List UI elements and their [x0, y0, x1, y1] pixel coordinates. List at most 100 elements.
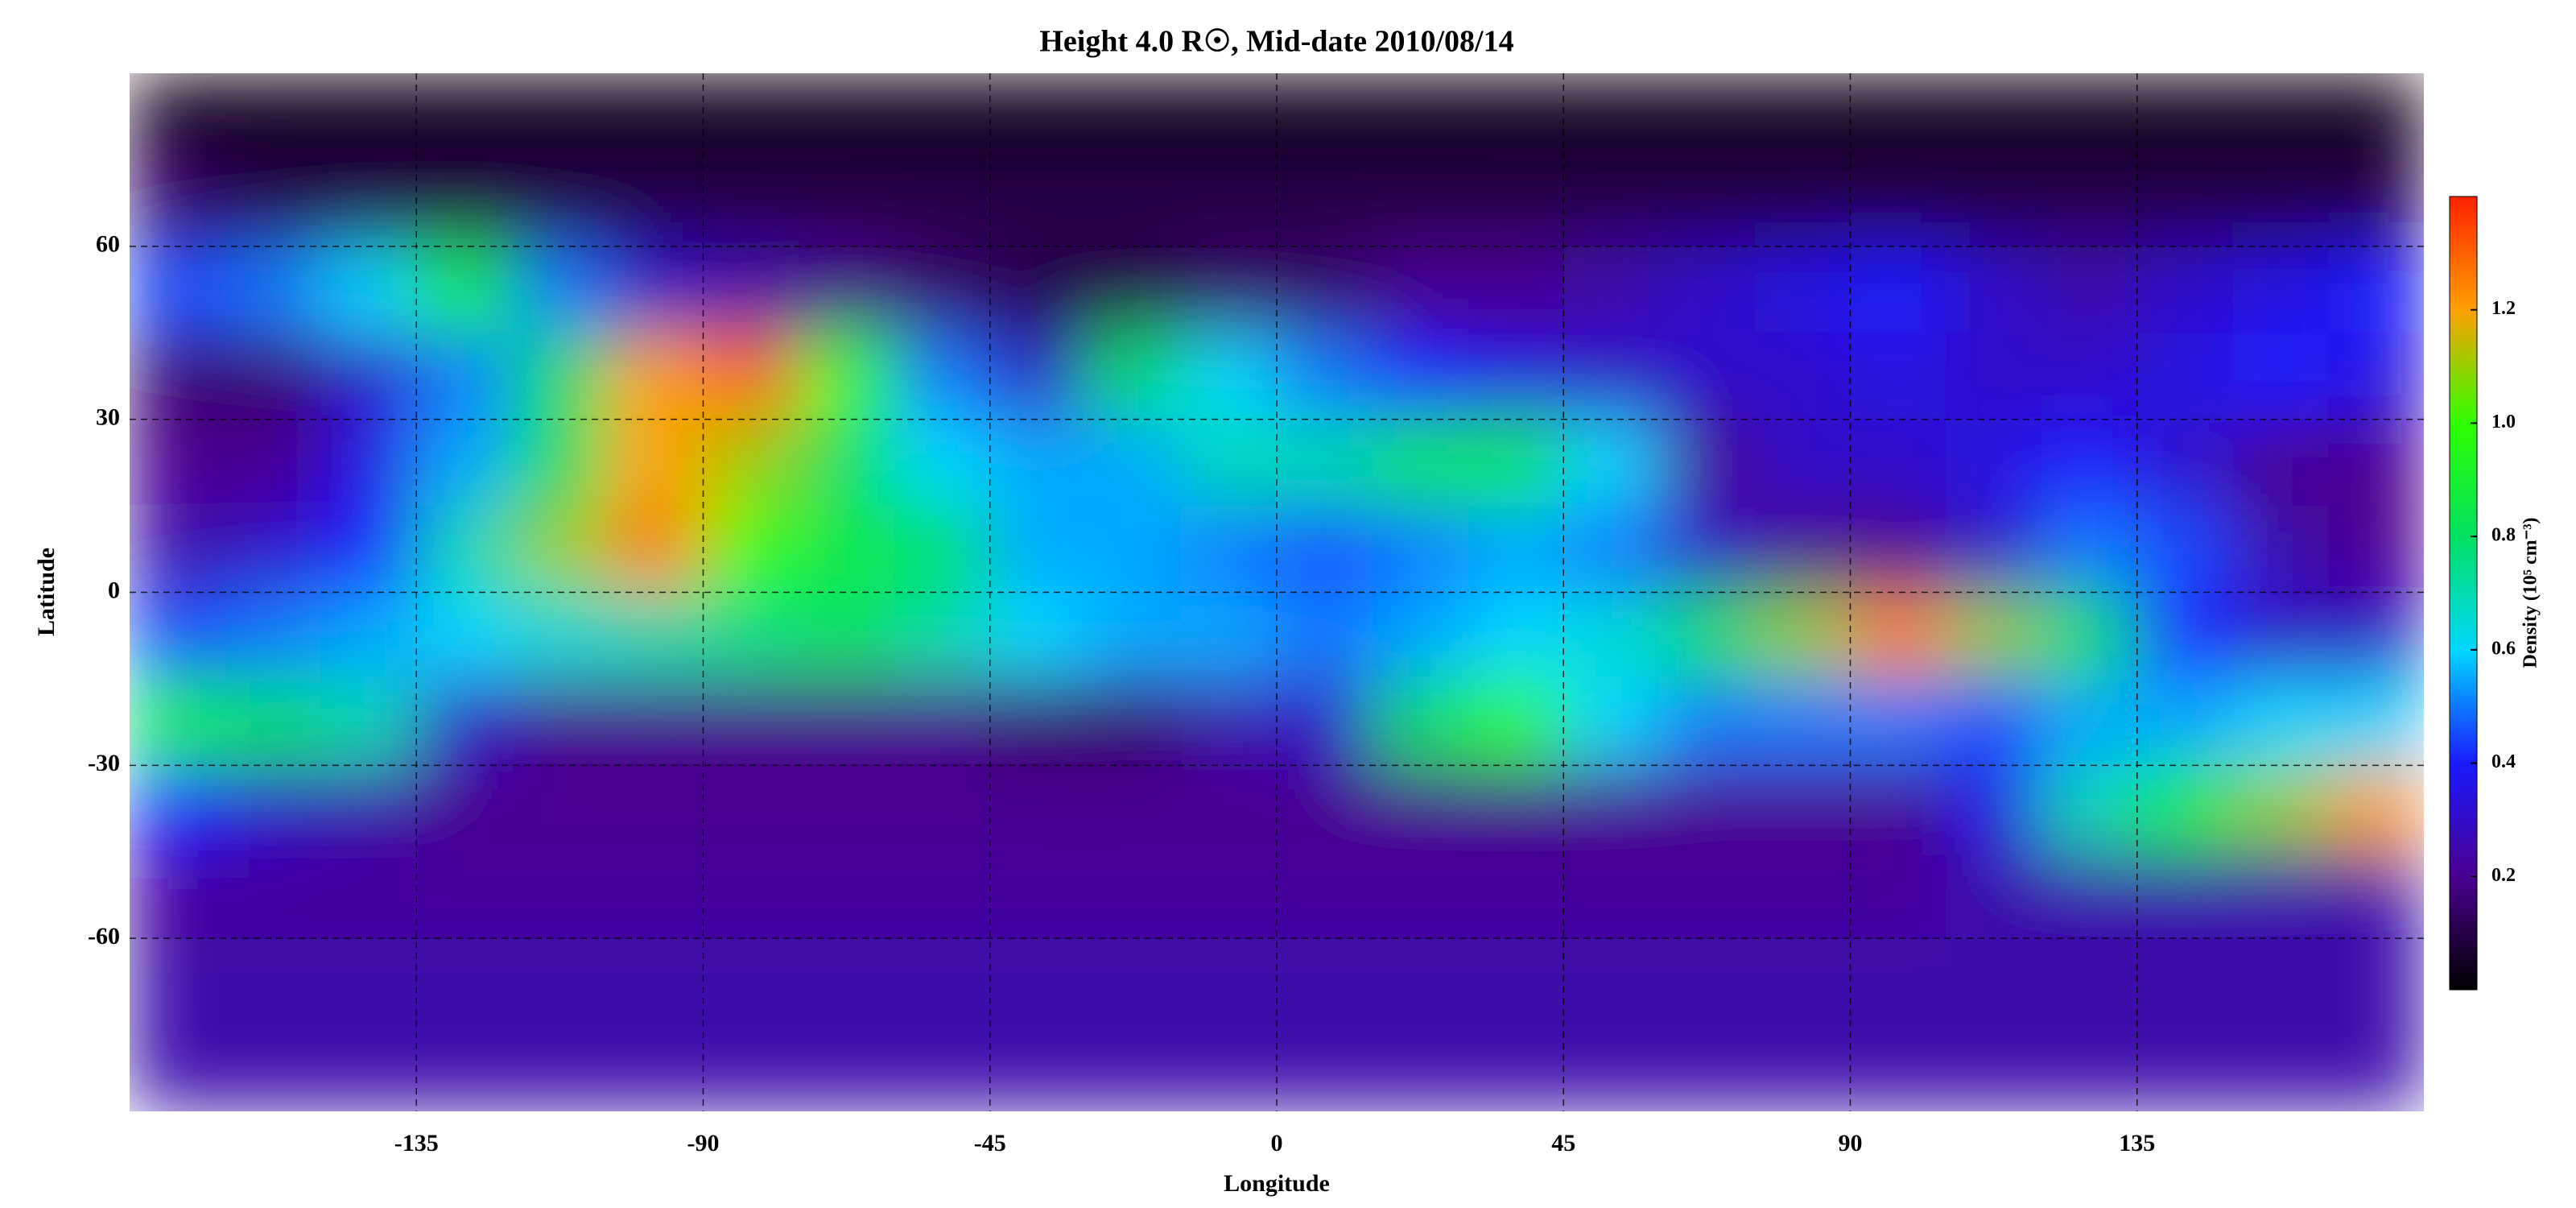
heat-cell — [989, 851, 1086, 939]
heat-cell — [2041, 159, 2138, 247]
x-tick-label: 135 — [2119, 1130, 2155, 1156]
heat-cell — [703, 159, 799, 247]
heat-cell — [2232, 246, 2329, 333]
heat-cell — [607, 938, 704, 1026]
heatmap-cells — [130, 73, 2424, 1111]
heat-cell — [1850, 159, 1946, 247]
heat-cell — [1181, 419, 1278, 507]
heat-cell — [320, 506, 417, 593]
heat-cell — [225, 506, 321, 593]
heatmap — [130, 73, 2424, 1111]
heat-cell — [1946, 419, 2042, 507]
heat-cell — [607, 765, 704, 853]
heat-cell — [1277, 419, 1373, 507]
heat-cell — [1946, 765, 2042, 853]
heat-cell — [1754, 333, 1851, 420]
colorbar-label: Density (10⁵ cm⁻³) — [2520, 517, 2541, 668]
heat-cell — [1372, 592, 1468, 680]
heat-cell — [2136, 851, 2233, 939]
heat-cell — [2136, 246, 2233, 333]
heat-cell — [1085, 1024, 1182, 1111]
heat-cell — [703, 765, 799, 853]
heat-cell — [416, 73, 513, 160]
x-tick-label: -135 — [394, 1130, 439, 1156]
heat-cell — [2136, 1024, 2233, 1111]
heat-cell — [1850, 592, 1946, 680]
heat-cell — [1372, 159, 1468, 247]
axes: -135 -90 -45 0 45 90 135 -60 -30 0 30 60 0.2 0.4 0.6 0.… — [88, 73, 2516, 1156]
heat-cell — [1372, 938, 1468, 1026]
heat-cell — [1850, 678, 1946, 766]
heat-cell — [894, 678, 991, 766]
heat-cell — [799, 592, 895, 680]
heat-cell — [1754, 419, 1851, 507]
heat-cell — [799, 333, 895, 420]
heat-cell — [512, 592, 609, 680]
heat-cell — [2041, 506, 2138, 593]
heat-cell — [703, 1024, 799, 1111]
heat-cell — [2041, 246, 2138, 333]
heat-cell — [2041, 419, 2138, 507]
heat-cell — [1468, 73, 1564, 160]
heat-cell — [1754, 938, 1851, 1026]
heat-cell — [1277, 159, 1373, 247]
heat-cell — [225, 938, 321, 1026]
heat-cell — [1850, 506, 1946, 593]
heat-cell — [320, 73, 417, 160]
heat-cell — [1277, 246, 1373, 333]
heat-cell — [894, 73, 991, 160]
heat-cell — [1277, 333, 1373, 420]
heat-cell — [416, 765, 513, 853]
heat-cell — [1372, 333, 1468, 420]
heat-cell — [2328, 419, 2424, 507]
heat-cell — [703, 419, 799, 507]
heat-cell — [130, 333, 226, 420]
heat-cell — [225, 159, 321, 247]
heat-cell — [2041, 765, 2138, 853]
heat-cell — [1754, 506, 1851, 593]
heat-cell — [894, 246, 991, 333]
heat-cell — [1085, 506, 1182, 593]
heat-cell — [1372, 678, 1468, 766]
heat-cell — [1563, 333, 1660, 420]
heat-cell — [799, 419, 895, 507]
heat-cell — [2136, 506, 2233, 593]
heat-cell — [607, 851, 704, 939]
heat-cell — [1946, 938, 2042, 1026]
heat-cell — [1563, 678, 1660, 766]
heat-cell — [512, 678, 609, 766]
heat-cell — [1085, 419, 1182, 507]
heat-cell — [1563, 73, 1660, 160]
heat-cell — [1754, 851, 1851, 939]
heat-cell — [416, 333, 513, 420]
heat-cell — [2136, 73, 2233, 160]
heat-cell — [1563, 851, 1660, 939]
heat-cell — [2041, 73, 2138, 160]
heat-cell — [1659, 938, 1756, 1026]
heat-cell — [799, 506, 895, 593]
heat-cell — [2136, 592, 2233, 680]
heat-cell — [320, 333, 417, 420]
heat-cell — [416, 678, 513, 766]
heat-cell — [703, 246, 799, 333]
heat-cell — [2136, 678, 2233, 766]
colorbar-tick-label: 1.0 — [2491, 412, 2516, 432]
heat-cell — [1181, 246, 1278, 333]
heat-cell — [2041, 592, 2138, 680]
heat-cell — [512, 765, 609, 853]
heat-cell — [1277, 506, 1373, 593]
heat-cell — [2232, 333, 2329, 420]
heat-cell — [989, 333, 1086, 420]
heat-cell — [1372, 851, 1468, 939]
heat-cell — [607, 678, 704, 766]
heat-cell — [1181, 592, 1278, 680]
heat-cell — [1946, 678, 2042, 766]
heat-cell — [1181, 506, 1278, 593]
heat-cell — [320, 851, 417, 939]
heat-cell — [2232, 73, 2329, 160]
heat-cell — [894, 333, 991, 420]
heat-cell — [1372, 246, 1468, 333]
heat-cell — [1468, 851, 1564, 939]
heat-cell — [1754, 678, 1851, 766]
